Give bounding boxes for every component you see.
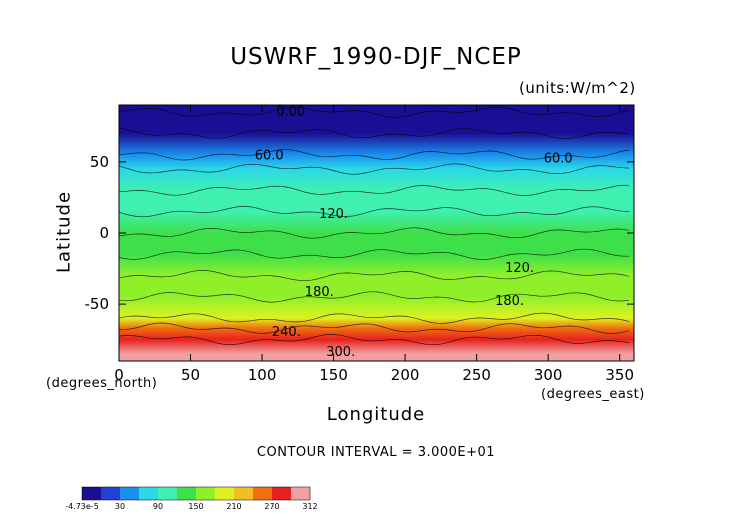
colorbar-swatch — [120, 487, 140, 500]
colorbar-swatch — [158, 487, 178, 500]
contour-line — [118, 149, 630, 161]
x-tick-label: 300 — [534, 366, 563, 384]
contour-line — [118, 106, 630, 118]
contour-line — [118, 334, 630, 346]
contour-line — [118, 312, 630, 324]
colorbar-swatch — [272, 487, 292, 500]
contour-labels: 0.00 60.0 60.0 120. 180. 180. 240. 300. 120. — [255, 105, 573, 360]
contour-line — [118, 248, 629, 260]
contour-line — [118, 184, 630, 196]
contour-label: 300. — [326, 345, 355, 360]
colorbar-swatch — [177, 487, 197, 500]
contour-interval-note: CONTOUR INTERVAL = 3.000E+01 — [256, 445, 496, 460]
colorbar-swatch — [139, 487, 159, 500]
colorbar-swatch — [234, 487, 254, 500]
colorbar-label: 210 — [226, 502, 241, 511]
units-label: (units:W/m^2) — [519, 79, 636, 97]
chart-title: USWRF_1990-DJF_NCEP — [230, 44, 522, 70]
contour-label: 60.0 — [255, 149, 284, 164]
x-tick-label: 0 — [114, 366, 124, 384]
contour-line — [118, 127, 630, 140]
x-tick-label: 50 — [181, 366, 200, 384]
contour-label: 60.0 — [544, 152, 573, 167]
colorbar-swatch — [196, 487, 216, 500]
colorbar-swatch — [253, 487, 273, 500]
x-tick-label: 250 — [462, 366, 491, 384]
x-axis-label: Longitude — [326, 404, 426, 425]
colorbar-label: 150 — [188, 502, 203, 511]
map-layer — [118, 104, 635, 362]
contour-label: 120. — [319, 207, 348, 222]
contour-label: 240. — [272, 325, 301, 340]
contour-line — [118, 270, 630, 282]
contour-label: 180. — [495, 294, 524, 309]
colorbar-swatch — [82, 487, 102, 500]
contour-line — [118, 163, 630, 175]
colorbar: -4.73e-5 30 90 150 210 270 312 — [65, 486, 318, 511]
field-background — [119, 105, 634, 361]
x-unit-label: (degrees_east) — [541, 387, 645, 402]
colorbar-label: 312 — [302, 502, 317, 511]
colorbar-label: 90 — [153, 502, 163, 511]
colorbar-frame — [81, 486, 311, 501]
contour-label: 0.00 — [276, 105, 305, 120]
x-tick-label: 350 — [605, 366, 634, 384]
colorbar-swatch — [215, 487, 235, 500]
y-tick-label: 50 — [90, 153, 109, 171]
contour-label: 180. — [305, 285, 334, 300]
contour-line — [118, 291, 630, 303]
y-tick-label: -50 — [85, 295, 110, 313]
y-unit-label: (degrees_north) — [46, 376, 158, 391]
contour-line — [118, 227, 630, 239]
y-tick-label: 0 — [99, 224, 109, 242]
colorbar-label: -4.73e-5 — [65, 502, 99, 511]
colorbar-label: 270 — [264, 502, 279, 511]
x-tick-label: 150 — [319, 366, 348, 384]
colorbar-swatch — [101, 487, 121, 500]
axes: 0 50 100 150 200 250 300 350 50 0 -50 — [85, 105, 634, 384]
x-tick-label: 200 — [391, 366, 420, 384]
x-tick-label: 100 — [248, 366, 277, 384]
contour-line — [118, 206, 630, 218]
contour-line — [118, 322, 630, 334]
contour-label: 120. — [505, 261, 534, 276]
colorbar-swatch — [291, 487, 311, 500]
colorbar-label: 30 — [115, 502, 125, 511]
